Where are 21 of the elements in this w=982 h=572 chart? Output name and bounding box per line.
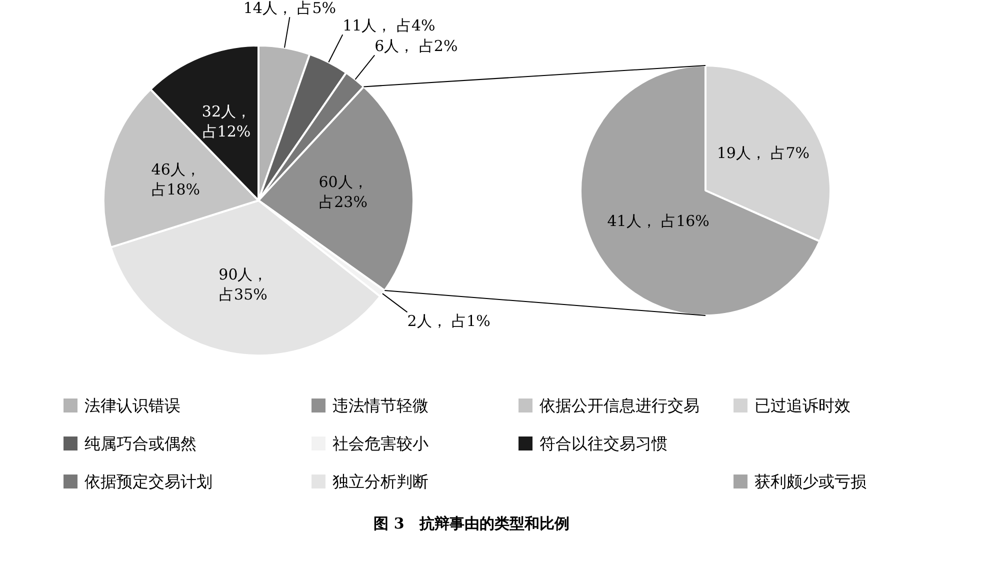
legend-label: 已过追诉时效 (754, 396, 850, 415)
data-label: 11人， 占4% (342, 16, 436, 35)
legend-label: 法律认识错误 (84, 396, 180, 415)
legend-label: 获利颇少或亏损 (754, 472, 866, 491)
data-label: 14人， 占5% (243, 0, 336, 18)
data-label: 6人， 占2% (374, 37, 458, 56)
data-label: 90人，占35% (218, 265, 268, 304)
legend-label: 社会危害较小 (332, 434, 428, 453)
text: 图 3 抗辩事由的类型和比例 (374, 514, 570, 532)
data-label: 19人， 占7% (716, 144, 810, 162)
legend-label: 符合以往交易习惯 (540, 434, 668, 453)
data-label: 2人， 占1% (407, 312, 490, 330)
data-label: 46人，占18% (151, 160, 200, 199)
data-label: 41人， 占16% (607, 212, 710, 230)
legend-label: 纯属巧合或偶然 (84, 434, 196, 453)
data-label: 32人，占12% (202, 102, 252, 140)
legend-label: 独立分析判断 (332, 472, 428, 491)
legend-label: 违法情节轻微 (332, 396, 428, 415)
legend-label: 依据预定交易计划 (84, 472, 212, 491)
data-label: 60人，占23% (318, 172, 368, 211)
legend-label: 依据公开信息进行交易 (540, 396, 700, 415)
